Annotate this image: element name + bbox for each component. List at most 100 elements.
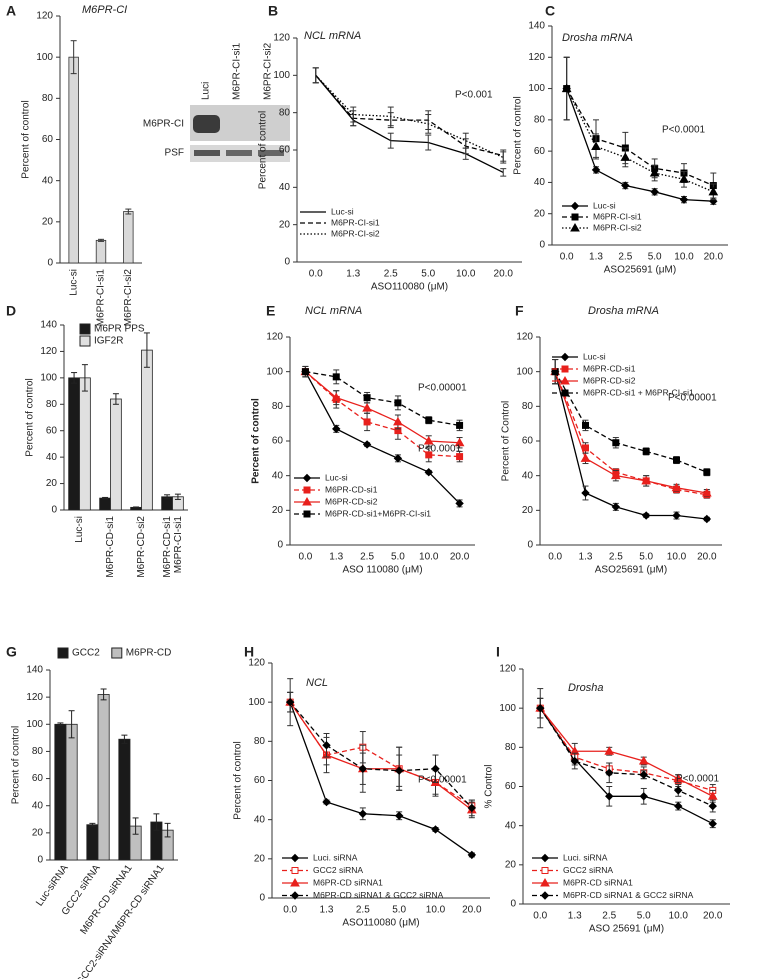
series-line: [554, 371, 708, 473]
bar: [65, 723, 78, 861]
bar: [95, 239, 107, 264]
series-line: [289, 701, 473, 807]
marker: [649, 168, 660, 177]
annotation: P<0.001: [455, 90, 493, 101]
annotation: P<0.0001: [418, 444, 462, 455]
y-tick-label: 0: [284, 257, 290, 268]
panel-letter: E: [266, 303, 275, 319]
y-tick-label: 100: [266, 366, 283, 377]
marker: [362, 440, 372, 449]
marker: [454, 437, 465, 447]
series-line: [304, 371, 460, 444]
x-tick-label: M6PR-CD-si1: [105, 516, 116, 578]
legend-label: M6PR-CD-si1: [325, 484, 378, 494]
x-tick-label: 1.3: [329, 552, 343, 563]
marker: [642, 447, 650, 455]
panel: D Percent of control 0 20 40 60 80 100 120 140 Luc…: [6, 303, 188, 578]
legend-swatch: [57, 647, 69, 659]
y-tick-label: 120: [273, 33, 290, 44]
bar: [79, 377, 91, 511]
y-tick-label: 100: [40, 372, 57, 383]
chart-title: NCL: [306, 677, 328, 689]
bar: [99, 497, 111, 511]
y-tick-label: 40: [272, 470, 284, 481]
legend-label: M6PR-CI-si2: [331, 228, 380, 238]
marker: [561, 83, 572, 93]
y-tick-label: 40: [254, 814, 266, 825]
y-tick-label: 140: [26, 665, 43, 676]
marker: [591, 165, 601, 175]
marker: [679, 195, 689, 204]
y-tick-label: 100: [248, 697, 265, 708]
x-axis-label: ASO110080 (μM): [342, 918, 419, 929]
y-tick-label: 80: [46, 399, 58, 410]
marker: [536, 703, 545, 713]
marker: [672, 511, 681, 520]
series-line: [305, 371, 460, 427]
marker: [580, 453, 591, 462]
y-tick-label: 100: [273, 70, 290, 81]
marker: [702, 514, 712, 524]
panel: H NCL Percent of control 0 20 40 60 80 100 120 0.0…: [233, 644, 490, 929]
bar: [68, 56, 79, 264]
y-tick-label: 40: [279, 182, 291, 193]
chart-title: NCL mRNA: [304, 30, 361, 42]
bar: [123, 211, 134, 264]
legend-label: M6PR-CD-si1+M6PR-CI-si1: [325, 508, 431, 518]
annotation: P<0.0001: [662, 125, 706, 136]
marker: [285, 697, 295, 707]
marker: [424, 467, 433, 477]
marker: [394, 766, 404, 775]
marker: [332, 424, 341, 434]
x-tick-label: 1.3: [568, 911, 582, 922]
panel: A M6PR-CI Percent of control 0 20 40 60 80 100 12…: [6, 3, 274, 327]
x-tick-label: 5.0: [421, 269, 435, 280]
row-label: M6PR-CI: [143, 119, 184, 130]
x-tick-label: 20.0: [494, 269, 514, 280]
marker: [650, 187, 659, 197]
legend-label: Luc-si: [331, 206, 354, 216]
legend-label: GCC2: [72, 648, 100, 659]
legend-label: M6PR-CD-si2: [325, 496, 378, 506]
x-tick-label: 10.0: [419, 552, 439, 563]
y-tick-label: 120: [266, 332, 283, 343]
marker: [707, 791, 718, 800]
x-tick-label: 20.0: [462, 905, 482, 916]
y-tick-label: 40: [505, 820, 517, 831]
y-tick-label: 60: [42, 134, 54, 145]
series-line: [554, 371, 707, 520]
x-tick-label: 0.0: [560, 252, 574, 263]
x-tick-label: 2.5: [384, 269, 398, 280]
chart-title: NCL mRNA: [305, 305, 362, 317]
blot-band: [258, 150, 284, 156]
marker: [703, 468, 711, 476]
x-tick-label: 20.0: [450, 552, 470, 563]
series-line: [566, 88, 714, 202]
marker: [358, 764, 368, 773]
legend-label: M6PR-CD-si2: [583, 375, 636, 385]
x-axis-label: ASO110080 (μM): [371, 282, 448, 293]
y-tick-label: 20: [42, 216, 54, 227]
marker: [581, 488, 590, 498]
legend-label: M6PR-CI-si1: [593, 211, 642, 221]
y-tick-label: 140: [528, 21, 545, 32]
y-tick-label: 120: [516, 332, 533, 343]
marker: [641, 511, 651, 520]
marker: [322, 797, 331, 807]
x-tick-label: 0.0: [533, 911, 547, 922]
annotation: P<0.00001: [418, 383, 467, 394]
x-tick-label: M6PR-CD-si1M6PR-CI-si1: [162, 516, 184, 578]
x-tick-label: 10.0: [667, 552, 687, 563]
y-tick-label: 20: [272, 505, 284, 516]
x-tick-label: 2.5: [618, 252, 632, 263]
y-tick-label: 20: [46, 478, 58, 489]
legend-label: Luc-si: [583, 351, 606, 361]
x-tick-label: 10.0: [426, 905, 446, 916]
marker: [591, 141, 601, 150]
y-tick-label: 20: [522, 505, 534, 516]
y-tick-label: 80: [42, 93, 54, 104]
series-line: [289, 701, 473, 809]
y-tick-label: 0: [259, 893, 265, 904]
y-tick-label: 120: [26, 692, 43, 703]
marker: [331, 392, 342, 402]
